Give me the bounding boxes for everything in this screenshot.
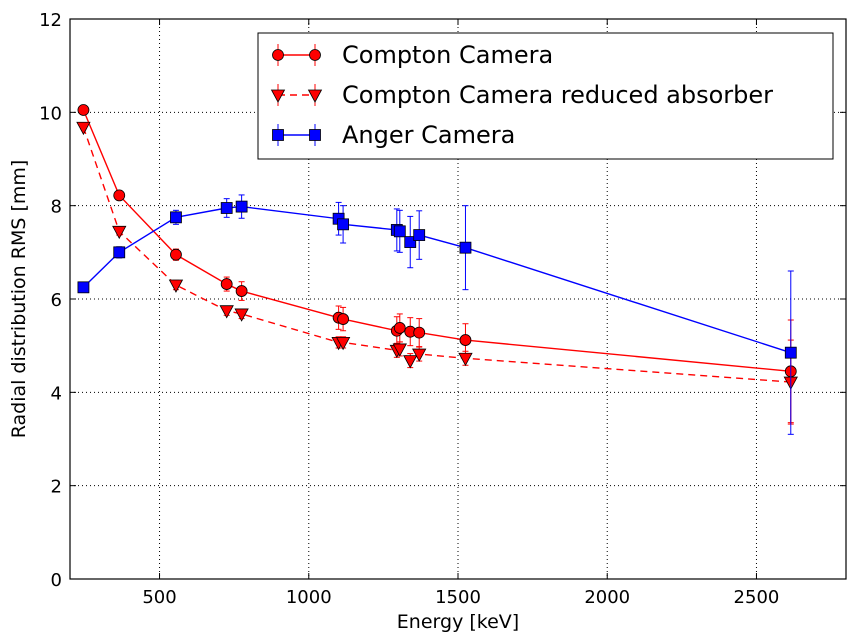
legend-marker — [309, 49, 321, 61]
series-line — [82, 127, 791, 383]
data-point — [412, 348, 427, 362]
legend-label: Anger Camera — [342, 121, 515, 149]
data-point — [404, 236, 417, 248]
data-point — [393, 225, 406, 238]
axis-ticks: 500 1000 1500 2000 2500 0 2 4 6 8 10 12 — [39, 10, 846, 608]
legend-marker — [307, 89, 323, 103]
data-point — [219, 305, 234, 319]
data-point — [393, 322, 406, 334]
data-point — [220, 202, 233, 214]
x-axis-label: Energy [keV] — [397, 611, 519, 633]
data-point — [112, 225, 127, 240]
data-point — [458, 352, 473, 367]
legend-marker — [272, 129, 284, 141]
data-point — [170, 248, 182, 261]
y-tick-label: 10 — [39, 103, 62, 124]
legend-box — [257, 32, 834, 160]
legend-label: Compton Camera — [342, 41, 553, 69]
data-point — [403, 355, 418, 369]
data-point — [76, 121, 91, 136]
y-tick-label: 4 — [51, 383, 62, 404]
x-tick-label: 1500 — [435, 587, 481, 608]
data-point — [459, 334, 472, 346]
series-1 — [76, 121, 798, 425]
x-tick-label: 1000 — [286, 587, 332, 608]
legend-item-0: Compton Camera — [272, 41, 553, 69]
data-point — [413, 229, 426, 241]
data-point — [170, 211, 182, 224]
data-point — [337, 218, 349, 231]
y-tick-label: 0 — [51, 570, 62, 591]
legend-marker — [270, 89, 286, 103]
data-point — [784, 346, 797, 359]
y-tick-label: 8 — [51, 197, 62, 218]
y-tick-label: 6 — [51, 290, 62, 311]
legend-marker — [272, 49, 284, 61]
legend-item-1: Compton Camera reduced absorber — [270, 81, 773, 109]
x-tick-label: 2000 — [584, 587, 630, 608]
series-2 — [77, 194, 797, 435]
plot-area — [76, 104, 798, 435]
data-point — [77, 281, 90, 294]
data-point — [113, 189, 126, 202]
legend-item-2: Anger Camera — [272, 121, 515, 149]
data-point — [77, 104, 90, 116]
data-point — [234, 308, 249, 322]
y-axis-label: Radial distribution RMS [mm] — [8, 160, 30, 439]
data-point — [459, 241, 472, 254]
x-tick-label: 500 — [142, 587, 176, 608]
data-point — [335, 336, 351, 351]
legend: Compton Camera Compton Camera reduced abs… — [257, 32, 834, 160]
data-point — [220, 278, 233, 290]
data-point — [113, 246, 126, 259]
y-tick-label: 12 — [39, 10, 62, 31]
x-tick-label: 2500 — [734, 587, 780, 608]
y-tick-label: 2 — [51, 477, 62, 498]
series-line — [82, 205, 791, 354]
data-point — [392, 343, 407, 357]
data-point — [235, 285, 248, 297]
data-point — [413, 326, 426, 339]
data-point — [235, 200, 248, 213]
legend-marker — [309, 129, 321, 141]
legend-label: Compton Camera reduced absorber — [342, 81, 773, 109]
data-point — [168, 279, 184, 293]
data-point — [337, 313, 349, 325]
